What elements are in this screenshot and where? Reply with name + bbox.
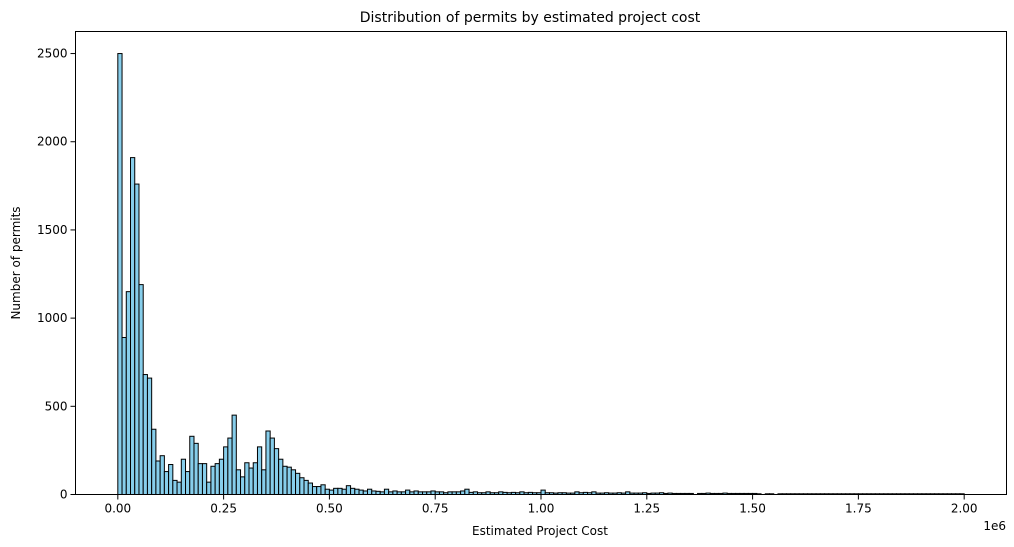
histogram-bar — [155, 460, 161, 495]
histogram-bar — [168, 464, 174, 495]
histogram-bar — [345, 485, 352, 495]
histogram-bar — [413, 490, 419, 496]
histogram-bar — [265, 430, 271, 495]
histogram-bar — [218, 458, 225, 495]
x-axis-ticks: 0.00 0.25 0.50 0.75 1.00 1.25 1.50 1.75 2.00 — [104, 494, 978, 516]
y-axis-title: Number of permits — [9, 206, 23, 319]
histogram-bar — [341, 488, 347, 495]
y-tick-label: 1500 — [37, 223, 68, 237]
y-tick-label: 2000 — [37, 135, 68, 149]
histogram-bar — [125, 291, 132, 495]
x-tick-label: 1.25 — [633, 502, 660, 516]
histogram-bar — [290, 469, 297, 495]
histogram-bar — [201, 463, 208, 496]
histogram-bar — [273, 448, 280, 496]
histogram-bar — [163, 471, 170, 496]
histogram-bar — [193, 442, 199, 496]
histogram-bar — [206, 481, 212, 495]
x-tick-label: 0.75 — [422, 502, 449, 516]
y-tick-label: 1000 — [37, 311, 68, 325]
histogram-bar — [223, 446, 229, 496]
histogram-bar — [350, 487, 356, 495]
histogram-bar — [151, 428, 157, 495]
x-tick-label: 0.50 — [316, 502, 343, 516]
histogram-bar — [337, 487, 343, 495]
x-axis-offset-text: 1e6 — [983, 519, 1006, 533]
histogram-bar — [430, 490, 436, 496]
chart-title: Distribution of permits by estimated pro… — [360, 10, 701, 26]
histogram-bar — [316, 486, 322, 495]
histogram-bar — [354, 488, 360, 495]
histogram-bar — [371, 490, 377, 496]
histogram-bar — [117, 53, 123, 496]
y-tick-label: 0 — [60, 488, 68, 502]
plot-area-frame — [75, 31, 1007, 495]
histogram-bar — [278, 458, 284, 495]
histogram-bar — [240, 476, 246, 495]
histogram-bar — [252, 462, 258, 495]
histogram-bar — [210, 465, 216, 495]
histogram-bar — [172, 479, 178, 496]
histogram-bar — [282, 465, 288, 495]
x-tick-label: 1.00 — [528, 502, 555, 516]
histogram-bar — [197, 463, 203, 496]
x-tick-label: 2.00 — [951, 502, 978, 516]
histogram-bar — [138, 284, 144, 495]
x-tick-label: 1.50 — [739, 502, 766, 516]
y-axis-ticks: 0 500 1000 1500 2000 2500 — [37, 47, 76, 502]
histogram-bar — [540, 489, 546, 495]
histogram-bar — [295, 472, 301, 495]
histogram-bar — [180, 458, 187, 495]
histogram-bar — [286, 466, 292, 496]
histogram-bar — [303, 479, 309, 496]
histogram-bar — [460, 490, 466, 496]
histogram-bar — [299, 477, 305, 495]
histogram-bar — [383, 488, 390, 495]
histogram-bar — [464, 488, 470, 495]
x-axis-title: Estimated Project Cost — [472, 524, 608, 538]
x-tick-label: 0.00 — [104, 502, 131, 516]
histogram-bar — [189, 435, 195, 496]
histogram-bar — [328, 489, 335, 495]
histogram-bar — [358, 489, 364, 495]
histogram-bar — [333, 487, 339, 495]
histogram-bar — [227, 437, 233, 495]
histogram-bar — [185, 471, 191, 496]
histogram-bar — [231, 414, 237, 496]
x-tick-label: 1.75 — [845, 502, 872, 516]
histogram-bar — [367, 488, 373, 495]
y-tick-label: 500 — [45, 399, 68, 413]
histogram-bar — [121, 337, 127, 495]
histogram-bar — [214, 463, 220, 496]
histogram-bar — [311, 486, 318, 495]
histogram-bar — [142, 374, 148, 495]
histogram-bar — [146, 377, 153, 495]
histogram-bar — [392, 490, 398, 496]
histogram-bar — [130, 157, 136, 496]
histogram-bar — [320, 484, 326, 495]
histogram-bar — [362, 490, 368, 496]
x-tick-label: 0.25 — [210, 502, 237, 516]
y-tick-label: 2500 — [37, 47, 68, 61]
histogram-bar — [307, 482, 313, 496]
histogram-bar — [176, 481, 182, 495]
histogram-bar — [405, 489, 411, 495]
histogram-bar — [134, 183, 140, 495]
histogram-bar — [235, 469, 242, 495]
histogram-bar — [269, 437, 275, 495]
histogram-bar — [248, 467, 254, 496]
histogram-bar — [256, 446, 263, 496]
histogram-bar — [261, 469, 267, 495]
histogram-bar — [244, 462, 250, 495]
histogram-bar — [159, 455, 165, 496]
histogram-bar — [324, 488, 330, 495]
